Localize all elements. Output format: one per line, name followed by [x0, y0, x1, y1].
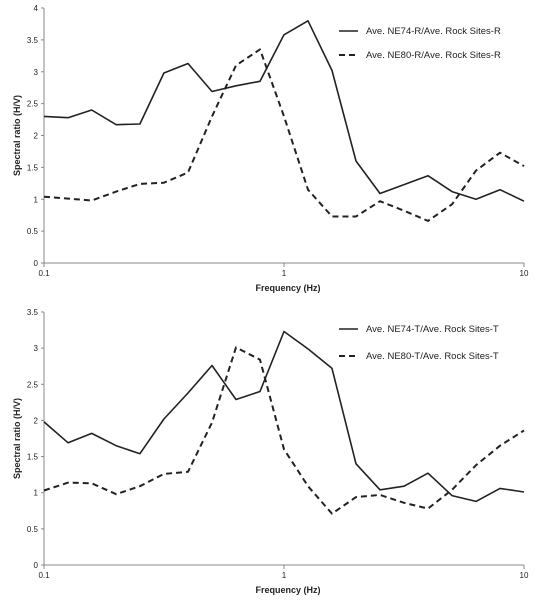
chart-2-legend-label-1: Ave. NE74-T/Ave. Rock Sites-T	[366, 324, 499, 335]
chart-1-plot-area	[44, 8, 524, 263]
chart-1-x-axis-title: Frequency (Hz)	[255, 283, 320, 293]
chart-1-y-ticks: 0 0.5 1 1.5 2 2.5 3 3.5 4	[27, 4, 44, 268]
x-tick-label: 10	[520, 571, 529, 580]
chart-1-legend: Ave. NE74-R/Ave. Rock Sites-R Ave. NE80-…	[339, 26, 501, 61]
y-tick-label: 1	[34, 489, 39, 498]
series-line-2	[43, 346, 525, 515]
chart-1: 00.511.522.533.54 0.1 1 10 Frequency (Hz) …	[12, 4, 529, 293]
y-tick-label: 0.5	[27, 525, 39, 534]
series-line-1	[43, 19, 525, 202]
y-tick-label: 1.5	[27, 163, 39, 172]
y-tick-label: 2	[34, 416, 39, 425]
x-tick-label: 1	[282, 269, 287, 278]
y-tick-label: 3	[34, 344, 39, 353]
y-tick-label: 1	[34, 195, 39, 204]
y-tick-label: 2.5	[27, 100, 39, 109]
chart-2-legend: Ave. NE74-T/Ave. Rock Sites-T Ave. NE80-…	[339, 324, 499, 362]
y-tick-label: 0.5	[27, 227, 39, 236]
chart-1-series	[43, 19, 525, 222]
y-tick-label: 2	[34, 132, 39, 141]
chart-1-y-axis-title: Spectral ratio (H/V)	[12, 95, 22, 176]
chart-2-x-axis-title: Frequency (Hz)	[255, 585, 320, 595]
y-tick-label: 0	[34, 561, 39, 570]
x-tick-label: 10	[520, 269, 529, 278]
chart-2-plot-area	[44, 312, 524, 565]
chart-2-y-axis-title: Spectral ratio (H/V)	[12, 398, 22, 479]
x-tick-label: 0.1	[38, 269, 50, 278]
x-tick-label: 0.1	[38, 571, 50, 580]
chart-2: 0 0.5 1 1.5 2 2.5 3 3.5 0.1 1 10 Frequency (Hz) S…	[12, 308, 529, 595]
series-line-2	[43, 48, 525, 222]
chart-2-legend-label-2: Ave. NE80-T/Ave. Rock Sites-T	[366, 351, 499, 362]
y-tick-label: 3.5	[27, 36, 39, 45]
y-tick-label: 1.5	[27, 453, 39, 462]
series-line-1	[43, 330, 525, 503]
y-tick-label: 3.5	[27, 308, 39, 317]
y-tick-label: 3	[34, 68, 39, 77]
y-tick-label: 0	[34, 259, 39, 268]
x-tick-label: 1	[282, 571, 287, 580]
chart-1-legend-label-2: Ave. NE80-R/Ave. Rock Sites-R	[366, 50, 501, 61]
chart-1-x-ticks: 0.1 1 10	[38, 263, 529, 278]
y-tick-label: 2.5	[27, 380, 39, 389]
chart-1-legend-label-1: Ave. NE74-R/Ave. Rock Sites-R	[366, 26, 501, 37]
chart-2-series	[43, 330, 525, 515]
chart-2-x-ticks: 0.1 1 10	[38, 565, 529, 580]
y-tick-label: 4	[34, 4, 39, 13]
chart-2-y-ticks: 0 0.5 1 1.5 2 2.5 3 3.5	[27, 308, 44, 570]
